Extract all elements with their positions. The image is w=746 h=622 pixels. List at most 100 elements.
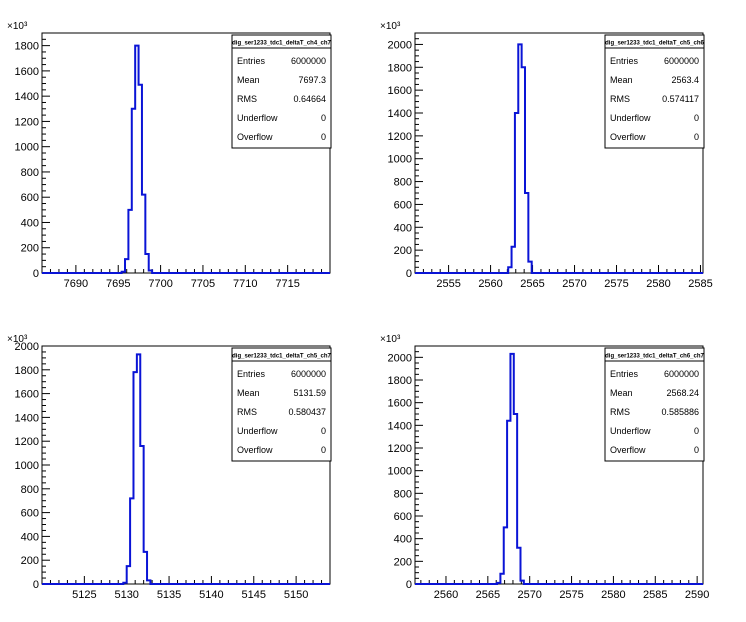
y-tick-label: 1600 <box>15 66 39 78</box>
stats-value: 7697.3 <box>298 75 326 85</box>
stats-value: 0 <box>694 426 699 436</box>
x-tick-label: 2585 <box>643 589 667 601</box>
histogram-pad-3: ×10³ 0 200 400 600 800 1000 1200 1400 1600 1800 200… <box>7 334 332 601</box>
y-axis-exponent: ×10³ <box>380 334 401 345</box>
stats-value: 0.585886 <box>661 407 699 417</box>
x-tick-label: 5135 <box>157 589 181 601</box>
stats-value: 0 <box>694 445 699 455</box>
stats-label: Entries <box>610 369 639 379</box>
x-tick-label: 2555 <box>436 278 460 290</box>
x-tick-label: 2570 <box>517 589 541 601</box>
x-tick-label: 7715 <box>275 278 299 290</box>
y-tick-label: 1400 <box>15 91 39 103</box>
y-tick-label: 1400 <box>15 412 39 424</box>
x-tick-label: 5140 <box>199 589 223 601</box>
stats-value: 0 <box>694 113 699 123</box>
y-tick-label: 1200 <box>15 436 39 448</box>
stats-value: 6000000 <box>291 56 326 66</box>
y-axis-exponent: ×10³ <box>7 21 28 32</box>
x-tick-label: 7695 <box>106 278 130 290</box>
stats-box: dig_ser1233_tdc1_deltaT_ch4_ch7 Entries 60… <box>231 34 332 149</box>
y-tick-label: 800 <box>21 484 39 496</box>
y-tick-label: 1000 <box>15 142 39 154</box>
x-tick-label: 7705 <box>191 278 215 290</box>
x-tick-label: 2580 <box>601 589 625 601</box>
stats-label: Overflow <box>237 132 273 142</box>
stats-label: Entries <box>237 56 266 66</box>
stats-label: Overflow <box>237 445 273 455</box>
x-tick-label: 2580 <box>646 278 670 290</box>
y-tick-label: 600 <box>21 508 39 520</box>
stats-box: dig_ser1233_tdc1_deltaT_ch6_ch7 Entries 60… <box>604 347 705 462</box>
stats-box-frame <box>604 34 705 149</box>
x-tick-label: 2585 <box>688 278 712 290</box>
y-tick-label: 1600 <box>15 389 39 401</box>
stats-label: Mean <box>610 75 633 85</box>
stats-value: 2568.24 <box>666 388 699 398</box>
stats-label: Entries <box>237 369 266 379</box>
stats-histogram-name: dig_ser1233_tdc1_deltaT_ch5_ch6 <box>605 41 704 47</box>
x-tick-label: 2570 <box>562 278 586 290</box>
histogram-pad-1: ×10³ 0 200 400 600 800 1000 1200 1400 1600 1800 769… <box>7 21 332 290</box>
y-tick-label: 1200 <box>388 443 412 455</box>
y-tick-label: 1800 <box>15 365 39 377</box>
x-tick-label: 5125 <box>72 589 96 601</box>
stats-label: Underflow <box>237 426 278 436</box>
x-tick-label: 2575 <box>559 589 583 601</box>
x-tick-label: 2575 <box>604 278 628 290</box>
stats-label: RMS <box>237 407 257 417</box>
stats-label: Mean <box>237 388 260 398</box>
stats-value: 6000000 <box>664 56 699 66</box>
stats-value: 2563.4 <box>671 75 699 85</box>
y-tick-label: 0 <box>33 268 39 280</box>
stats-value: 0.64664 <box>293 94 326 104</box>
histogram-pad-2: ×10³ 0 200 400 600 800 1000 1200 1400 1600 1800 200… <box>380 21 713 290</box>
stats-label: RMS <box>610 94 630 104</box>
histogram-line <box>42 353 330 585</box>
stats-label: Underflow <box>610 426 651 436</box>
x-tick-label: 2565 <box>476 589 500 601</box>
y-axis-exponent: ×10³ <box>380 21 401 32</box>
y-tick-label: 1200 <box>15 116 39 128</box>
x-tick-label: 7700 <box>148 278 172 290</box>
y-tick-label: 0 <box>406 268 412 280</box>
y-tick-label: 800 <box>21 167 39 179</box>
stats-box: dig_ser1233_tdc1_deltaT_ch5_ch7 Entries 60… <box>231 347 332 462</box>
y-tick-label: 600 <box>21 192 39 204</box>
stats-value: 5131.59 <box>293 388 326 398</box>
x-tick-label: 7710 <box>233 278 257 290</box>
y-tick-label: 1800 <box>15 41 39 53</box>
stats-label: Overflow <box>610 445 646 455</box>
y-tick-label: 1200 <box>388 131 412 143</box>
y-tick-label: 800 <box>394 488 412 500</box>
x-tick-label: 2560 <box>478 278 502 290</box>
y-tick-label: 1000 <box>15 460 39 472</box>
x-tick-label: 5145 <box>242 589 266 601</box>
stats-value: 6000000 <box>664 369 699 379</box>
stats-value: 0.580437 <box>288 407 326 417</box>
y-tick-label: 400 <box>394 222 412 234</box>
y-tick-label: 1800 <box>388 375 412 387</box>
y-tick-label: 2000 <box>388 352 412 364</box>
y-axis-exponent: ×10³ <box>7 334 28 345</box>
histogram-line <box>415 43 703 274</box>
stats-box-frame <box>231 347 332 462</box>
y-tick-label: 2000 <box>388 39 412 51</box>
stats-value: 0 <box>321 113 326 123</box>
y-tick-label: 400 <box>21 531 39 543</box>
y-tick-label: 400 <box>21 217 39 229</box>
stats-histogram-name: dig_ser1233_tdc1_deltaT_ch6_ch7 <box>605 354 704 360</box>
y-tick-label: 200 <box>394 556 412 568</box>
stats-value: 0 <box>321 132 326 142</box>
y-tick-label: 1000 <box>388 466 412 478</box>
x-tick-label: 2590 <box>685 589 709 601</box>
y-tick-label: 1600 <box>388 398 412 410</box>
stats-value: 0 <box>321 426 326 436</box>
x-tick-label: 2565 <box>520 278 544 290</box>
stats-label: RMS <box>610 407 630 417</box>
stats-label: RMS <box>237 94 257 104</box>
y-tick-label: 200 <box>21 243 39 255</box>
stats-label: Mean <box>237 75 260 85</box>
y-tick-label: 2000 <box>15 341 39 353</box>
y-tick-label: 400 <box>394 534 412 546</box>
